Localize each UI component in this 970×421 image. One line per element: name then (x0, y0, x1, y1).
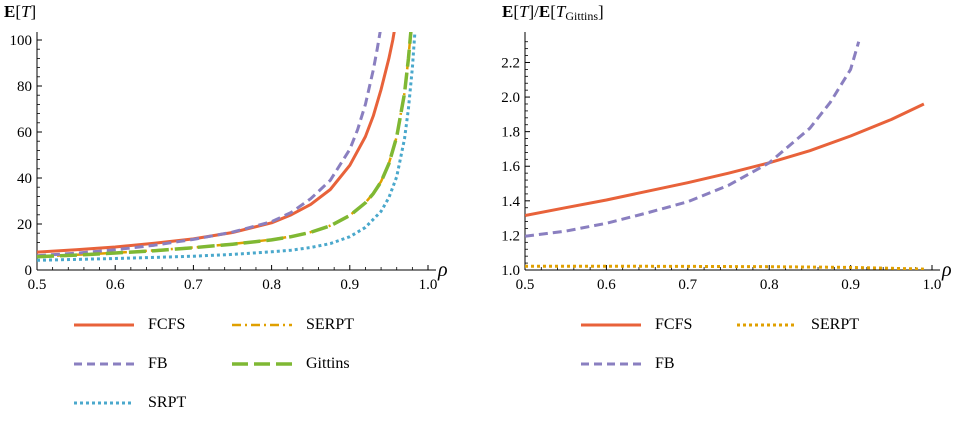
y-tick-label-left: 40 (17, 171, 32, 187)
legend-swatch-gittins (232, 362, 292, 366)
legend-item-serpt: SERPT (232, 316, 354, 334)
plot-area-left: 0.5 0.6 0.7 0.8 0.9 1.0 0 20 40 60 80 100 ρ (10, 32, 448, 293)
legend-item-gittins: Gittins (232, 355, 350, 373)
legend-swatch-serpt (232, 323, 292, 327)
x-axis-label-right: ρ (941, 259, 952, 281)
legend-item-serpt-right: SERPT (737, 316, 859, 334)
legend-item-fcfs-right: FCFS (581, 316, 692, 334)
y-axis-title-right: E[T]/E[TGittins] (502, 2, 604, 23)
series-line-fb-left (37, 32, 382, 258)
series-line-fcfs-right (525, 102, 925, 217)
y-tick-label-left: 100 (10, 33, 33, 49)
legend-label-fb-right: FB (655, 355, 675, 372)
x-tick-label-right: 0.6 (597, 277, 616, 293)
legend-swatch-fcfs (74, 323, 134, 327)
y-tick-label-right: 1.0 (501, 263, 520, 279)
legend-label-fcfs-right: FCFS (655, 316, 693, 333)
x-tick-label-right: 0.5 (516, 277, 535, 293)
y-tick-label-right: 1.2 (501, 228, 520, 244)
legend-swatch-fb (74, 362, 134, 366)
legend-swatch-fcfs-right (581, 323, 641, 327)
x-tick-label-left: 1.0 (419, 277, 438, 293)
legend-item-fb-right: FB (581, 355, 675, 373)
y-tick-label-left: 60 (17, 125, 32, 141)
legend-label-serpt: SERPT (306, 316, 355, 333)
legend-item-srpt: SRPT (74, 394, 186, 412)
chart-right: 0.5 0.6 0.7 0.8 0.9 1.0 1.0 1.2 1.4 1.6 1.8 2.0 2.2 ρ (501, 32, 952, 293)
series-line-serpt-left (37, 32, 412, 258)
y-tick-label-left: 0 (25, 263, 33, 279)
series-line-gittins-left (37, 32, 413, 259)
series-line-fb-right (525, 41, 861, 238)
legend-label-fcfs: FCFS (148, 316, 186, 333)
y-axis-title-left: E[T] (4, 2, 37, 21)
chart-left: 0.5 0.6 0.7 0.8 0.9 1.0 0 20 40 60 80 100 ρ (10, 32, 448, 293)
legend-label-srpt: SRPT (148, 394, 187, 411)
x-tick-label-left: 0.7 (184, 277, 203, 293)
x-axis-label-left: ρ (437, 259, 448, 281)
plot-area-right: 0.5 0.6 0.7 0.8 0.9 1.0 1.0 1.2 1.4 1.6 1.8 2.0 2.2 ρ (501, 32, 952, 293)
y-tick-label-left: 80 (17, 79, 32, 95)
x-tick-label-left: 0.9 (340, 277, 359, 293)
x-tick-label-right: 0.7 (678, 277, 697, 293)
legend-item-fcfs: FCFS (74, 316, 185, 334)
series-line-fcfs-left (37, 32, 396, 254)
series-line-serpt-right (525, 264, 924, 270)
y-tick-label-right: 2.0 (501, 90, 520, 106)
x-tick-label-right: 0.8 (760, 277, 779, 293)
x-tick-label-left: 0.5 (28, 277, 47, 293)
legend-label-serpt-right: SERPT (811, 316, 860, 333)
y-tick-label-right: 1.6 (501, 159, 520, 175)
x-tick-label-left: 0.6 (106, 277, 125, 293)
y-tick-label-right: 2.2 (501, 55, 520, 71)
x-tick-label-right: 0.9 (841, 277, 860, 293)
legend-item-fb: FB (74, 355, 168, 373)
x-tick-label-left: 0.8 (262, 277, 281, 293)
y-tick-label-left: 20 (17, 217, 32, 233)
legend-swatch-serpt-right (737, 323, 797, 327)
series-line-srpt-left (37, 32, 417, 262)
x-tick-label-right: 1.0 (923, 277, 942, 293)
legend-swatch-fb-right (581, 362, 641, 366)
y-tick-label-right: 1.8 (501, 125, 520, 141)
legend-label-gittins: Gittins (306, 355, 350, 372)
legend-label-fb: FB (148, 355, 168, 372)
legend-swatch-srpt (74, 401, 134, 405)
y-tick-label-right: 1.4 (501, 194, 520, 210)
